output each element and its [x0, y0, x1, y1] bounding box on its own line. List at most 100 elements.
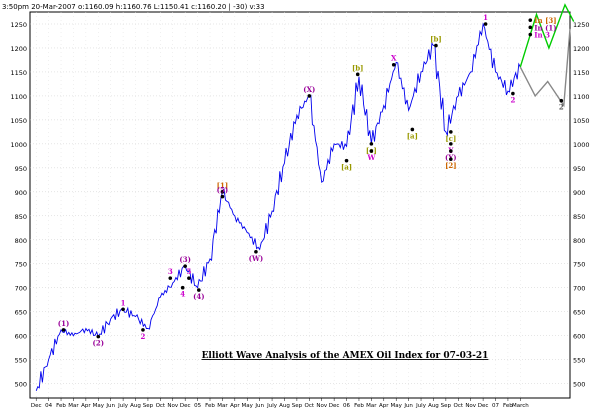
x-tick-label: Feb [503, 403, 513, 409]
x-tick-label: Oct [454, 403, 464, 409]
y-tick-label-left: 1100 [10, 93, 27, 101]
x-tick-label: Dec [478, 403, 489, 409]
wave-pivot-marker [168, 276, 173, 280]
wave-label: [b] [430, 35, 442, 44]
y-tick-label-left: 550 [15, 357, 27, 365]
x-tick-label: May [242, 403, 254, 409]
forecast-path-alternate [519, 28, 571, 108]
wave-label: (X) [303, 85, 315, 94]
wave-label: 5 [186, 267, 191, 276]
wave-label: 2 [559, 103, 564, 112]
x-tick-label: Jun [254, 403, 264, 409]
x-tick-label: 07 [492, 403, 499, 409]
wave-pivot-marker [449, 157, 453, 162]
wave-label: 4 [180, 290, 185, 299]
x-tick-label: Dec [180, 403, 191, 409]
wave-pivot-marker [434, 43, 438, 48]
x-tick-label: Nov [167, 403, 178, 409]
y-tick-label-right: 500 [573, 381, 585, 389]
x-tick-label: Feb [354, 403, 364, 409]
price-line [35, 22, 521, 391]
wave-pivot-marker [187, 276, 191, 280]
wave-pivot-marker [307, 94, 312, 98]
y-tick-label-left: 1150 [10, 69, 27, 77]
forecast-path-bullish [519, 3, 575, 68]
wave-label: [c] [445, 134, 456, 143]
y-tick-label-right: 600 [573, 333, 585, 341]
y-tick-label-left: 650 [15, 309, 27, 317]
x-tick-label: July [117, 403, 129, 409]
wave-pivot-marker [369, 142, 374, 146]
wave-label: [2] [445, 161, 457, 170]
y-tick-label-left: 900 [15, 189, 27, 197]
wave-label: In 3 [534, 31, 550, 40]
wave-pivot-marker [511, 91, 515, 96]
y-tick-label-right: 1100 [573, 93, 590, 101]
wave-pivot-marker [483, 22, 488, 26]
wave-label: (W) [249, 254, 264, 263]
wave-pivot-marker [410, 127, 415, 132]
x-tick-label: Aug [428, 403, 439, 409]
x-tick-label: Apr [379, 403, 389, 409]
wave-label: [1] [217, 181, 229, 190]
wave-pivot-marker [449, 149, 453, 153]
y-tick-label-right: 1250 [573, 21, 590, 29]
x-tick-label: Feb [56, 403, 66, 409]
wave-pivot-marker [61, 328, 66, 332]
wave-label: (1) [58, 319, 70, 328]
x-tick-label: 05 [194, 403, 201, 409]
x-tick-label: July [415, 403, 427, 409]
y-tick-label-left: 600 [15, 333, 27, 341]
x-tick-label: Apr [81, 403, 91, 409]
wave-label: (3) [179, 255, 191, 264]
y-tick-label-left: 750 [15, 261, 27, 269]
x-tick-label: Jun [403, 403, 413, 409]
wave-label: 3 [168, 267, 173, 276]
wave-label: 2 [141, 332, 146, 341]
y-tick-label-left: 1050 [10, 117, 27, 125]
x-tick-label: Mar [68, 403, 79, 409]
y-tick-label-right: 650 [573, 309, 585, 317]
wave-pivot-marker [141, 328, 145, 332]
wave-pivot-marker [369, 149, 374, 153]
y-tick-label-left: 800 [15, 237, 27, 245]
chart-title: Elliott Wave Analysis of the AMEX Oil In… [202, 351, 489, 361]
y-tick-label-right: 1050 [573, 117, 590, 125]
wave-label: X [391, 54, 397, 63]
wave-label: (5) [217, 186, 229, 195]
x-tick-label: Feb [205, 403, 215, 409]
wave-label: W [366, 153, 375, 162]
x-tick-label: March [512, 403, 529, 409]
wave-pivot-marker [220, 190, 225, 194]
x-tick-label: Sep [292, 403, 303, 409]
y-tick-label-left: 700 [15, 285, 27, 293]
wave-label: [a] [407, 131, 418, 140]
x-tick-label: Dec [329, 403, 340, 409]
wave-pivot-marker [391, 62, 396, 67]
y-tick-label-right: 800 [573, 237, 585, 245]
wave-pivot-marker [254, 249, 258, 254]
wave-pivot-marker [355, 72, 360, 77]
y-tick-label-left: 1000 [10, 141, 27, 149]
wave-pivot-marker [121, 307, 125, 312]
wave-label: [a] [341, 163, 352, 172]
y-tick-label-right: 850 [573, 213, 585, 221]
wave-label: [b] [352, 63, 364, 72]
wave-label: (4) [193, 292, 205, 301]
x-tick-label: Mar [217, 403, 228, 409]
x-tick-label: 04 [45, 403, 52, 409]
wave-pivot-marker [559, 98, 564, 103]
wave-pivot-marker [183, 264, 187, 268]
wave-pivot-marker [197, 288, 201, 292]
y-tick-label-right: 750 [573, 261, 585, 269]
x-tick-label: Sep [143, 403, 154, 409]
x-tick-label: Oct [156, 403, 166, 409]
wave-label: In (1) [534, 23, 556, 32]
x-tick-label: 06 [343, 403, 350, 409]
x-tick-label: Oct [305, 403, 315, 409]
wave-pivot-marker [528, 18, 533, 22]
y-tick-label-right: 1000 [573, 141, 590, 149]
x-tick-label: Nov [316, 403, 327, 409]
